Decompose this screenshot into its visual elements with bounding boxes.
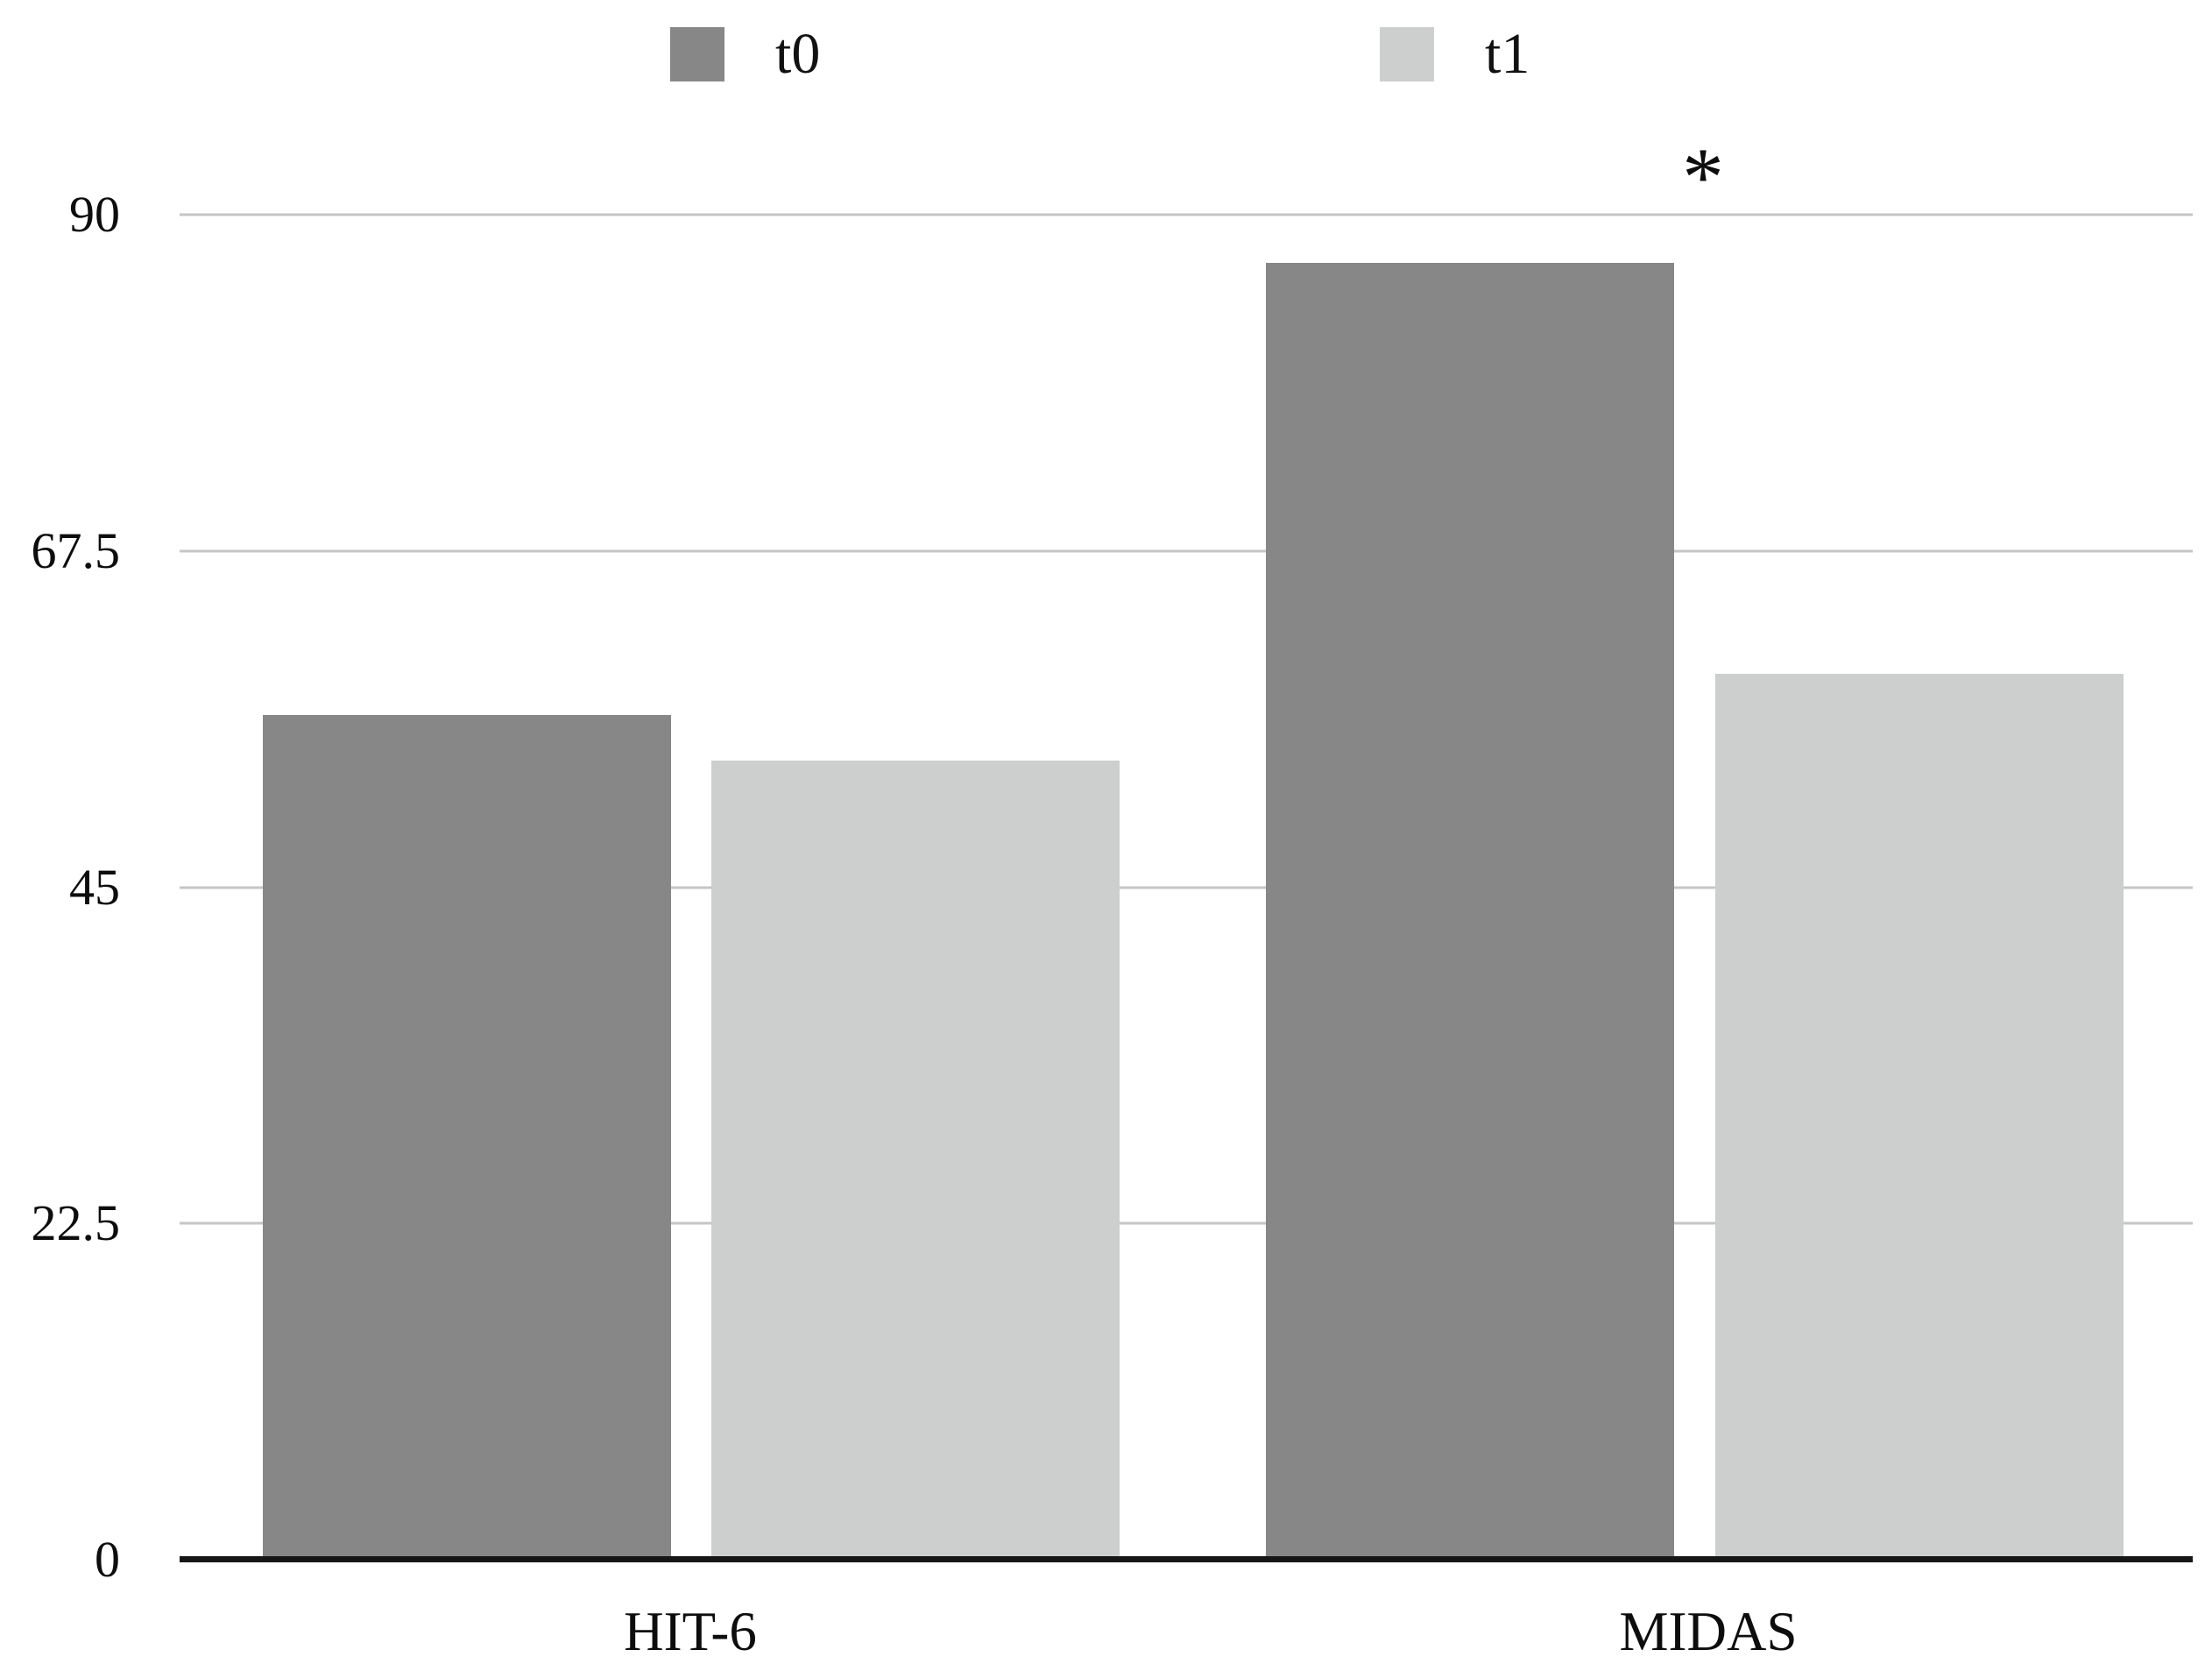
- bar-midas-t0: [1266, 262, 1674, 1560]
- x-tick-midas: MIDAS: [1619, 1601, 1798, 1662]
- gridline-22-5: [180, 1221, 2193, 1225]
- gridline-45: [180, 886, 2193, 889]
- y-tick-90: 90: [69, 186, 120, 243]
- significance-asterisk: *: [1682, 131, 1724, 223]
- legend-item-t1: t1: [1380, 22, 1530, 86]
- legend-swatch-t0: [670, 27, 724, 81]
- legend-swatch-t1: [1380, 27, 1434, 81]
- y-tick-67-5: 67.5: [31, 522, 121, 579]
- x-tick-hit6: HIT-6: [624, 1601, 757, 1662]
- legend-label-t0: t0: [775, 22, 821, 86]
- gridline-67-5: [180, 549, 2193, 553]
- bar-midas-t1: [1715, 673, 2124, 1560]
- legend-item-t0: t0: [670, 22, 821, 86]
- bar-hit6-t0: [263, 715, 671, 1560]
- legend-label-t1: t1: [1485, 22, 1530, 86]
- y-tick-45: 45: [69, 859, 120, 916]
- bar-hit6-t1: [711, 760, 1120, 1560]
- y-tick-22-5: 22.5: [31, 1194, 121, 1251]
- y-tick-0: 0: [95, 1531, 120, 1588]
- gridline-90: [180, 213, 2193, 216]
- plot-area: [180, 213, 2193, 1560]
- x-axis-line: [180, 1556, 2193, 1562]
